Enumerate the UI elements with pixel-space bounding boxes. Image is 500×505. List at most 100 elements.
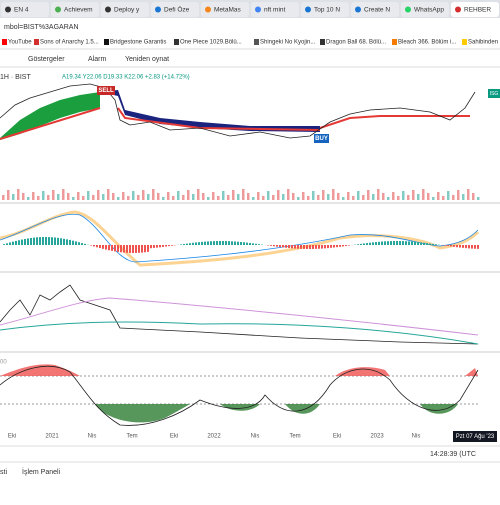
tab-title[interactable]: REHBER (464, 7, 491, 14)
bookmark-icon (34, 39, 39, 45)
tab-title[interactable]: Defi Öze (164, 6, 190, 14)
tab-title[interactable]: Deploy y (114, 7, 140, 14)
bookmark[interactable]: Bleach 366. Bölüm i... (398, 40, 457, 46)
volume-bar (437, 192, 440, 200)
volume-bar (387, 197, 390, 200)
tab-title[interactable]: MetaMas (214, 7, 241, 14)
histogram-bar (378, 242, 380, 245)
cursor-date: Pzt 07 Ağu '23 (456, 434, 495, 440)
histogram-bar (471, 245, 473, 249)
histogram-bar (414, 242, 416, 245)
volume-bar (442, 196, 445, 200)
histogram-bar (153, 245, 155, 248)
histogram-bar (339, 245, 341, 247)
bookmark[interactable]: One Piece 1029.Bölü... (180, 40, 242, 46)
histogram-bar (297, 245, 299, 249)
bookmark[interactable]: Shingeki No Kyojin... (260, 40, 316, 46)
volume-bar (237, 194, 240, 200)
histogram-bar (168, 245, 170, 246)
volume-bar (247, 193, 250, 200)
volume-bar (107, 189, 110, 200)
histogram-bar (477, 245, 479, 249)
bookmark[interactable]: Bridgestone Garantis (110, 40, 166, 46)
histogram-bar (426, 243, 428, 245)
histogram-bar (399, 241, 401, 245)
tab-title[interactable]: WhatsApp (414, 7, 444, 14)
volume-bar (7, 190, 10, 200)
volume-bar (72, 197, 75, 200)
bookmark-icon (462, 39, 467, 45)
footer-left[interactable]: sti (0, 469, 7, 476)
histogram-bar (30, 238, 32, 245)
histogram-bar (420, 242, 422, 245)
histogram-bar (42, 237, 44, 245)
histogram-bar (336, 245, 338, 247)
histogram-bar (330, 245, 332, 248)
histogram-bar (300, 245, 302, 249)
url[interactable]: mbol=BIST%3AGARAN (4, 24, 79, 31)
trading-panel[interactable]: İşlem Paneli (22, 467, 61, 476)
indicators-button[interactable]: Göstergeler (28, 56, 65, 63)
volume-bar (62, 189, 65, 200)
replay-button[interactable]: Yeniden oynat (125, 56, 169, 63)
histogram-bar (9, 242, 11, 245)
histogram-bar (15, 241, 17, 245)
tab-title[interactable]: EN 4 (14, 7, 29, 14)
tab-icon (355, 7, 361, 13)
x-axis-label: 2023 (370, 434, 384, 440)
volume-bar (147, 194, 150, 200)
histogram-bar (462, 245, 464, 248)
histogram-bar (249, 243, 251, 245)
histogram-bar (372, 242, 374, 245)
x-axis-label: Nis (412, 434, 421, 440)
histogram-bar (24, 239, 26, 245)
trend-band-up (0, 92, 100, 140)
volume-bar (372, 194, 375, 200)
bookmark[interactable]: Dragon Ball 68. Bölü... (326, 40, 386, 46)
histogram-bar (327, 245, 329, 248)
bookmark-icon (174, 39, 179, 45)
x-axis-label: Tem (289, 434, 300, 440)
alert-button[interactable]: Alarm (88, 56, 106, 63)
histogram-bar (324, 245, 326, 248)
volume-bar (102, 194, 105, 200)
histogram-bar (456, 245, 458, 247)
histogram-bar (135, 245, 137, 253)
histogram-bar (114, 245, 116, 251)
histogram-bar (93, 245, 95, 246)
volume-bar (37, 196, 40, 200)
volume-bar (77, 192, 80, 200)
volume-bar (347, 192, 350, 200)
volume-bar (427, 193, 430, 200)
histogram-bar (117, 245, 119, 252)
bookmark[interactable]: Sons of Anarchy 1.5... (40, 40, 99, 46)
volume-bar (182, 195, 185, 200)
tab-title[interactable]: Achievem (64, 7, 93, 14)
volume-bar (457, 190, 460, 200)
volume-bar (332, 189, 335, 200)
symbol: 1H · BIST (0, 74, 31, 81)
bookmark[interactable]: Sahibinden (468, 40, 498, 46)
x-axis-label: 2021 (45, 434, 59, 440)
tab-title[interactable]: nft mint (264, 7, 286, 14)
histogram-bar (147, 245, 149, 252)
volume-bar (257, 192, 260, 200)
histogram-bar (369, 243, 371, 245)
histogram-bar (21, 240, 23, 245)
volume-bar (67, 193, 70, 200)
volume-bar (142, 190, 145, 200)
tab-title[interactable]: Create N (364, 7, 390, 14)
histogram-bar (138, 245, 140, 253)
tab-icon (55, 7, 61, 13)
histogram-bar (108, 245, 110, 250)
volume-bar (362, 195, 365, 200)
price-tag-label: ISG (490, 91, 499, 97)
histogram-bar (162, 245, 164, 247)
volume-bar (312, 191, 315, 200)
tab-title[interactable]: Top 10 N (314, 7, 340, 14)
histogram-bar (96, 245, 98, 247)
histogram-bar (111, 245, 113, 251)
histogram-bar (474, 245, 476, 249)
bookmark[interactable]: YouTube (8, 40, 32, 46)
